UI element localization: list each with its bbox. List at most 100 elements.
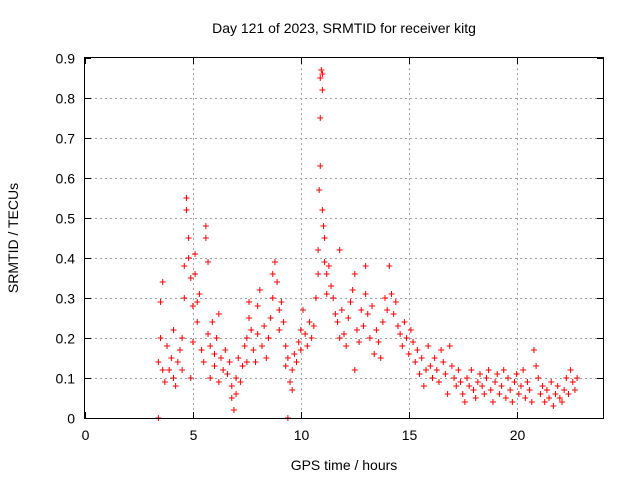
data-point (317, 163, 324, 169)
data-point (539, 383, 546, 389)
data-point (250, 347, 257, 353)
data-point (248, 327, 255, 333)
data-point (304, 343, 311, 349)
data-point (438, 347, 445, 353)
data-point (345, 315, 352, 321)
data-point (317, 115, 324, 121)
data-point (524, 379, 531, 385)
data-point (192, 271, 199, 277)
data-point (252, 359, 259, 365)
data-point (440, 359, 447, 365)
data-point (287, 379, 294, 385)
y-axis-label: SRMTID / TECUs (5, 183, 21, 293)
data-point (435, 379, 442, 385)
y-tick-label: 0.1 (56, 371, 76, 387)
data-point (276, 307, 283, 313)
data-point (481, 391, 488, 397)
data-point (470, 387, 477, 393)
data-point (369, 303, 376, 309)
data-point (282, 343, 289, 349)
data-point (315, 271, 322, 277)
data-point (574, 375, 581, 381)
data-point (397, 331, 404, 337)
data-point (207, 375, 214, 381)
data-point (280, 319, 287, 325)
data-point (414, 347, 421, 353)
data-point (492, 379, 499, 385)
data-point (185, 255, 192, 261)
data-point (489, 399, 496, 405)
data-point (228, 383, 235, 389)
data-point (390, 311, 397, 317)
data-point (269, 295, 276, 301)
data-point (222, 347, 229, 353)
data-point (412, 359, 419, 365)
data-point (189, 339, 196, 345)
data-point (546, 395, 553, 401)
data-point (349, 287, 356, 293)
data-point (457, 379, 464, 385)
data-point (254, 303, 261, 309)
data-point (533, 363, 540, 369)
data-point (513, 371, 520, 377)
data-point (254, 331, 261, 337)
data-point (487, 387, 494, 393)
y-tick-label: 0.4 (56, 251, 76, 267)
data-point (334, 319, 341, 325)
data-point (176, 347, 183, 353)
data-point (451, 375, 458, 381)
data-point (316, 187, 323, 193)
data-point (317, 75, 324, 81)
data-point (535, 375, 542, 381)
data-point (444, 391, 451, 397)
y-tick-label: 0.8 (56, 91, 76, 107)
data-point (517, 383, 524, 389)
data-point (336, 247, 343, 253)
data-point (181, 295, 188, 301)
data-point (308, 335, 315, 341)
data-point (353, 327, 360, 333)
data-point (561, 387, 568, 393)
data-point (464, 375, 471, 381)
data-point (366, 335, 373, 341)
data-point (505, 375, 512, 381)
data-point (423, 367, 430, 373)
data-point (246, 299, 253, 305)
data-point (312, 295, 319, 301)
data-point (500, 367, 507, 373)
x-tick-label: 15 (402, 427, 418, 443)
data-point (183, 207, 190, 213)
data-point (466, 383, 473, 389)
chart-title: Day 121 of 2023, SRMTID for receiver kit… (212, 20, 476, 36)
data-point (230, 407, 237, 413)
data-point (174, 359, 181, 365)
data-point (205, 331, 212, 337)
data-point (382, 295, 389, 301)
data-point (537, 391, 544, 397)
data-point (187, 375, 194, 381)
data-point (321, 259, 328, 265)
data-point (364, 311, 371, 317)
data-point (567, 367, 574, 373)
data-point (377, 355, 384, 361)
data-point (295, 339, 302, 345)
data-point (166, 367, 173, 373)
data-point (479, 383, 486, 389)
data-point (356, 339, 363, 345)
data-point (267, 315, 274, 321)
data-point (157, 299, 164, 305)
data-point (159, 279, 166, 285)
y-tick-label: 0.5 (56, 211, 76, 227)
data-point (388, 291, 395, 297)
data-point (226, 359, 233, 365)
data-point (289, 387, 296, 393)
data-point (233, 375, 240, 381)
data-point (520, 367, 527, 373)
data-point (403, 335, 410, 341)
data-point (202, 223, 209, 229)
data-point (410, 339, 417, 345)
y-tick-label: 0.2 (56, 331, 76, 347)
data-point (392, 299, 399, 305)
data-point (323, 271, 330, 277)
data-point (472, 395, 479, 401)
